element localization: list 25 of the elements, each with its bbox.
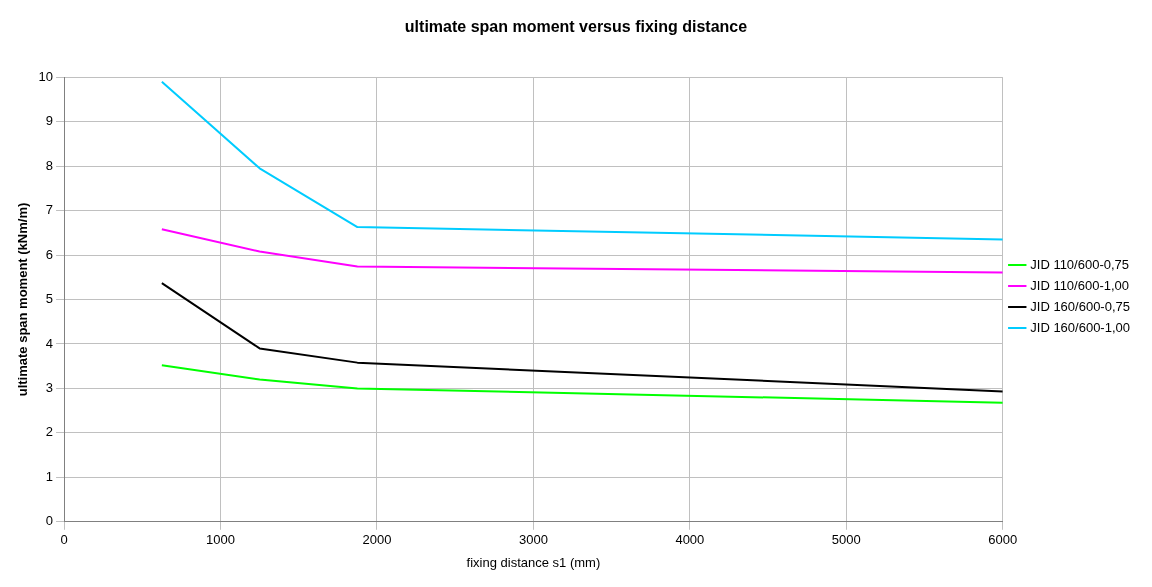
y-tick-label: 8: [45, 157, 54, 173]
legend-label: JID 110/600-0,75: [1030, 256, 1130, 272]
x-tick-label: 5000: [831, 532, 861, 548]
y-tick-label: 4: [45, 335, 54, 351]
y-tick-label: 10: [38, 68, 54, 84]
y-tick-label: 6: [45, 246, 54, 262]
x-axis-title: fixing distance s1 (mm): [466, 554, 601, 570]
y-tick-label: 9: [45, 113, 54, 129]
x-tick-label: 4000: [675, 532, 705, 548]
x-tick-label: 3000: [518, 532, 548, 548]
legend-label: JID 110/600-1,00: [1030, 277, 1130, 293]
y-axis-title: ultimate span moment (kNm/m): [15, 202, 31, 397]
y-tick-label: 5: [45, 291, 54, 307]
legend-label: JID 160/600-0,75: [1030, 298, 1130, 314]
y-tick-label: 3: [45, 380, 54, 395]
chart-title: ultimate span moment versus fixing distance: [404, 18, 748, 36]
y-tick-label: 0: [45, 513, 54, 529]
y-tick-label: 1: [45, 468, 54, 484]
x-tick-label: 0: [60, 532, 68, 548]
y-tick-label: 7: [45, 202, 54, 218]
y-tick-label: 2: [45, 424, 54, 440]
x-tick-label: 6000: [988, 532, 1018, 548]
legend-label: JID 160/600-1,00: [1030, 319, 1130, 335]
x-tick-label: 1000: [206, 532, 235, 548]
x-tick-label: 2000: [362, 532, 392, 548]
